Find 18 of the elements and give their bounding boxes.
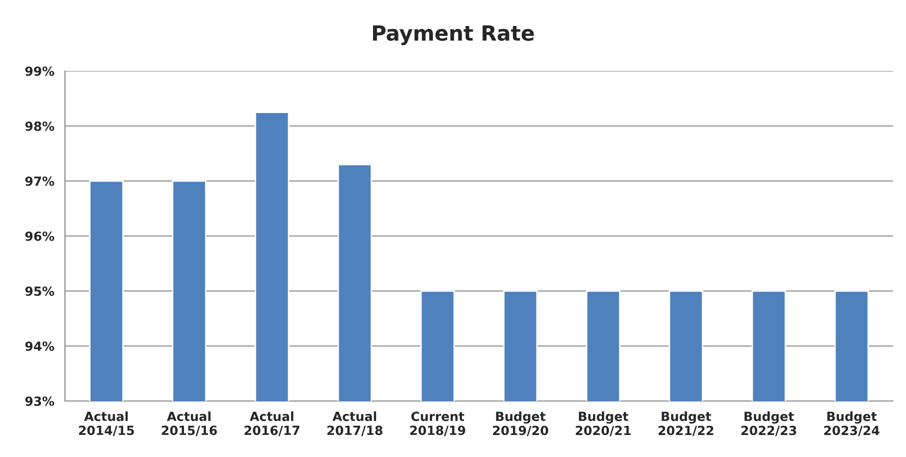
x-tick-label: Actual 2017/18 xyxy=(327,411,382,436)
x-tick-label: Budget 2021/22 xyxy=(658,411,714,436)
y-tick-label: 99% xyxy=(25,66,54,76)
y-tick-label: 97% xyxy=(25,176,54,186)
x-tick-label: Budget 2023/24 xyxy=(824,411,880,436)
x-tick-label: Actual 2016/17 xyxy=(244,411,300,436)
x-tick-label: Budget 2022/23 xyxy=(741,411,796,436)
x-tick-label: Actual 2014/15 xyxy=(79,411,134,436)
y-tick-label: 96% xyxy=(25,231,54,241)
y-tick-label: 95% xyxy=(25,286,54,296)
chart-title: Payment Rate xyxy=(373,25,534,46)
x-tick-label: Current 2018/19 xyxy=(410,412,466,436)
x-tick-label: Budget 2020/21 xyxy=(576,411,631,436)
x-tick-label: Actual 2015/16 xyxy=(162,411,217,436)
x-tick-label: Budget 2019/20 xyxy=(493,411,548,436)
y-tick-label: 93% xyxy=(25,396,54,406)
y-tick-label: 94% xyxy=(25,341,54,351)
y-tick-label: 98% xyxy=(25,121,54,131)
